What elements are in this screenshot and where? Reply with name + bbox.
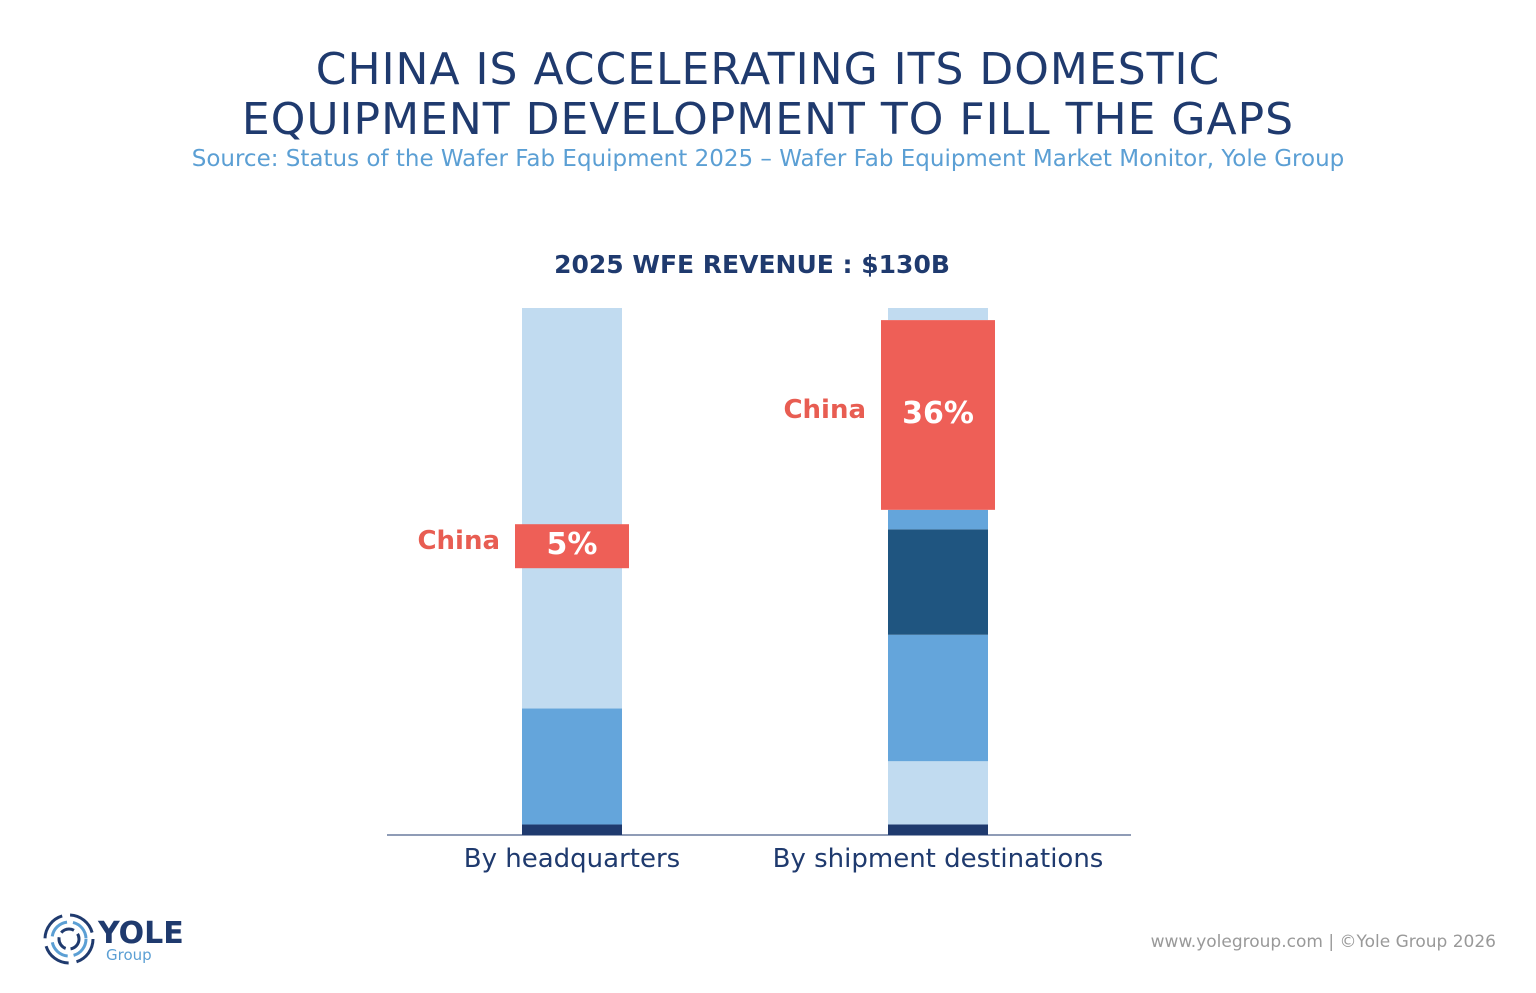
bar-segment (522, 559, 622, 709)
china-value-label: 36% (902, 395, 974, 431)
china-segment (881, 320, 995, 510)
china-label: China (783, 394, 866, 425)
title-line-2: EQUIPMENT DEVELOPMENT TO FILL THE GAPS (241, 94, 1295, 145)
bar-segment (888, 634, 988, 762)
bar-segment (888, 308, 988, 321)
footer-text: www.yolegroup.com | ©Yole Group 2026 (1150, 932, 1496, 952)
bar-segment (888, 509, 988, 530)
source-text: Source: Status of the Wafer Fab Equipmen… (191, 146, 1345, 172)
bar-segment (888, 529, 988, 635)
x-tick-label: By shipment destinations (772, 844, 1104, 874)
yole-logo-icon (43, 913, 95, 965)
x-tick-label: By headquarters (463, 844, 681, 874)
title-line-1: CHINA IS ACCELERATING ITS DOMESTIC (315, 44, 1221, 95)
chart-title: 2025 WFE REVENUE : $130B (554, 250, 950, 279)
china-label: China (417, 526, 500, 557)
china-segment (515, 524, 629, 569)
bar-segment (522, 708, 622, 825)
china-value-label: 5% (546, 527, 598, 563)
logo-name: YOLE (98, 916, 184, 951)
bar-segment (888, 761, 988, 825)
bar-segment (522, 308, 622, 534)
logo-sub: Group (106, 946, 152, 964)
bar-segment (522, 824, 622, 835)
bar-segment (888, 824, 988, 835)
